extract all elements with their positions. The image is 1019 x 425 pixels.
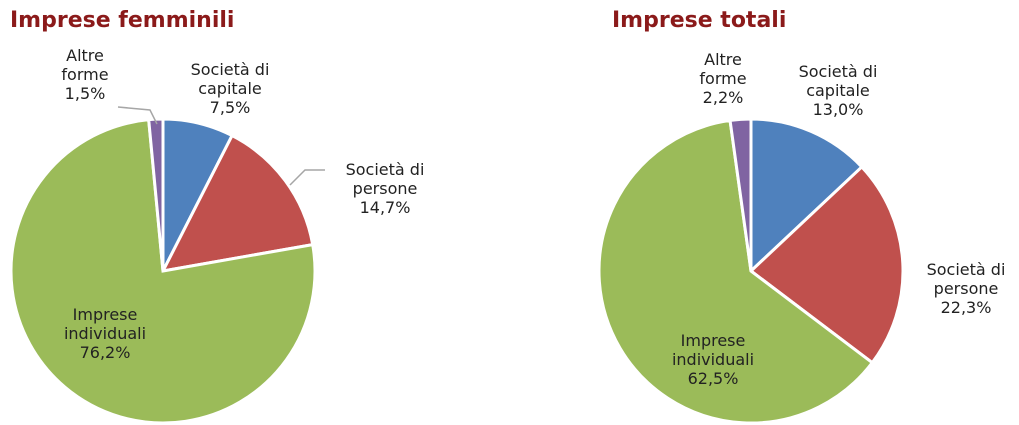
pie-slice — [748, 164, 905, 365]
value-label: 1,5% — [64, 84, 106, 103]
slice-label: Società di persone 14,7% — [335, 160, 435, 217]
chart-title: Imprese totali — [612, 8, 787, 33]
slice-label: Società di capitale 13,0% — [788, 62, 888, 119]
category-label: Società di persone — [345, 160, 425, 198]
slice-label: Altre forme 2,2% — [692, 50, 754, 107]
slice-label: Altre forme 1,5% — [54, 46, 116, 103]
slice-label: Imprese individuali 76,2% — [55, 305, 155, 362]
category-label: Altre forme — [699, 50, 747, 88]
category-label: Società di capitale — [798, 62, 878, 100]
value-label: 7,5% — [209, 98, 251, 117]
leader-line — [289, 169, 325, 186]
category-label: Società di capitale — [190, 60, 270, 98]
category-label: Imprese individuali — [671, 331, 755, 369]
value-label: 62,5% — [687, 369, 739, 388]
pie-slice — [597, 118, 875, 425]
value-label: 2,2% — [702, 88, 744, 107]
slice-label: Società di capitale 7,5% — [180, 60, 280, 117]
pie-slice — [147, 117, 165, 272]
value-label: 22,3% — [940, 298, 992, 317]
chart-title: Imprese femminili — [10, 8, 235, 33]
slice-label: Società di persone 22,3% — [916, 260, 1016, 317]
pie-slice — [728, 117, 753, 272]
category-label: Altre forme — [61, 46, 109, 84]
category-label: Imprese individuali — [63, 305, 147, 343]
category-label: Società di persone — [926, 260, 1006, 298]
leader-line — [117, 106, 158, 125]
pie-slice — [749, 117, 864, 275]
pie-slice — [9, 118, 317, 425]
value-label: 14,7% — [359, 198, 411, 217]
value-label: 76,2% — [79, 343, 131, 362]
pie-slice — [160, 133, 315, 273]
value-label: 13,0% — [812, 100, 864, 119]
slice-label: Imprese individuali 62,5% — [663, 331, 763, 388]
